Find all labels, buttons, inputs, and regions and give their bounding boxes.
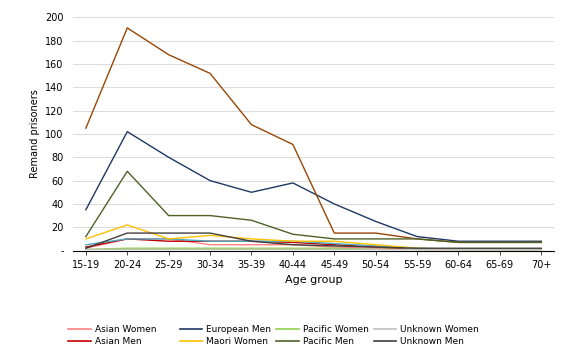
Legend: Asian Women, Asian Men, European Women, European Men, Maori Women, Maori Men, Pa: Asian Women, Asian Men, European Women, …: [68, 325, 479, 348]
Y-axis label: Remand prisoners: Remand prisoners: [30, 89, 40, 179]
X-axis label: Age group: Age group: [285, 275, 342, 285]
